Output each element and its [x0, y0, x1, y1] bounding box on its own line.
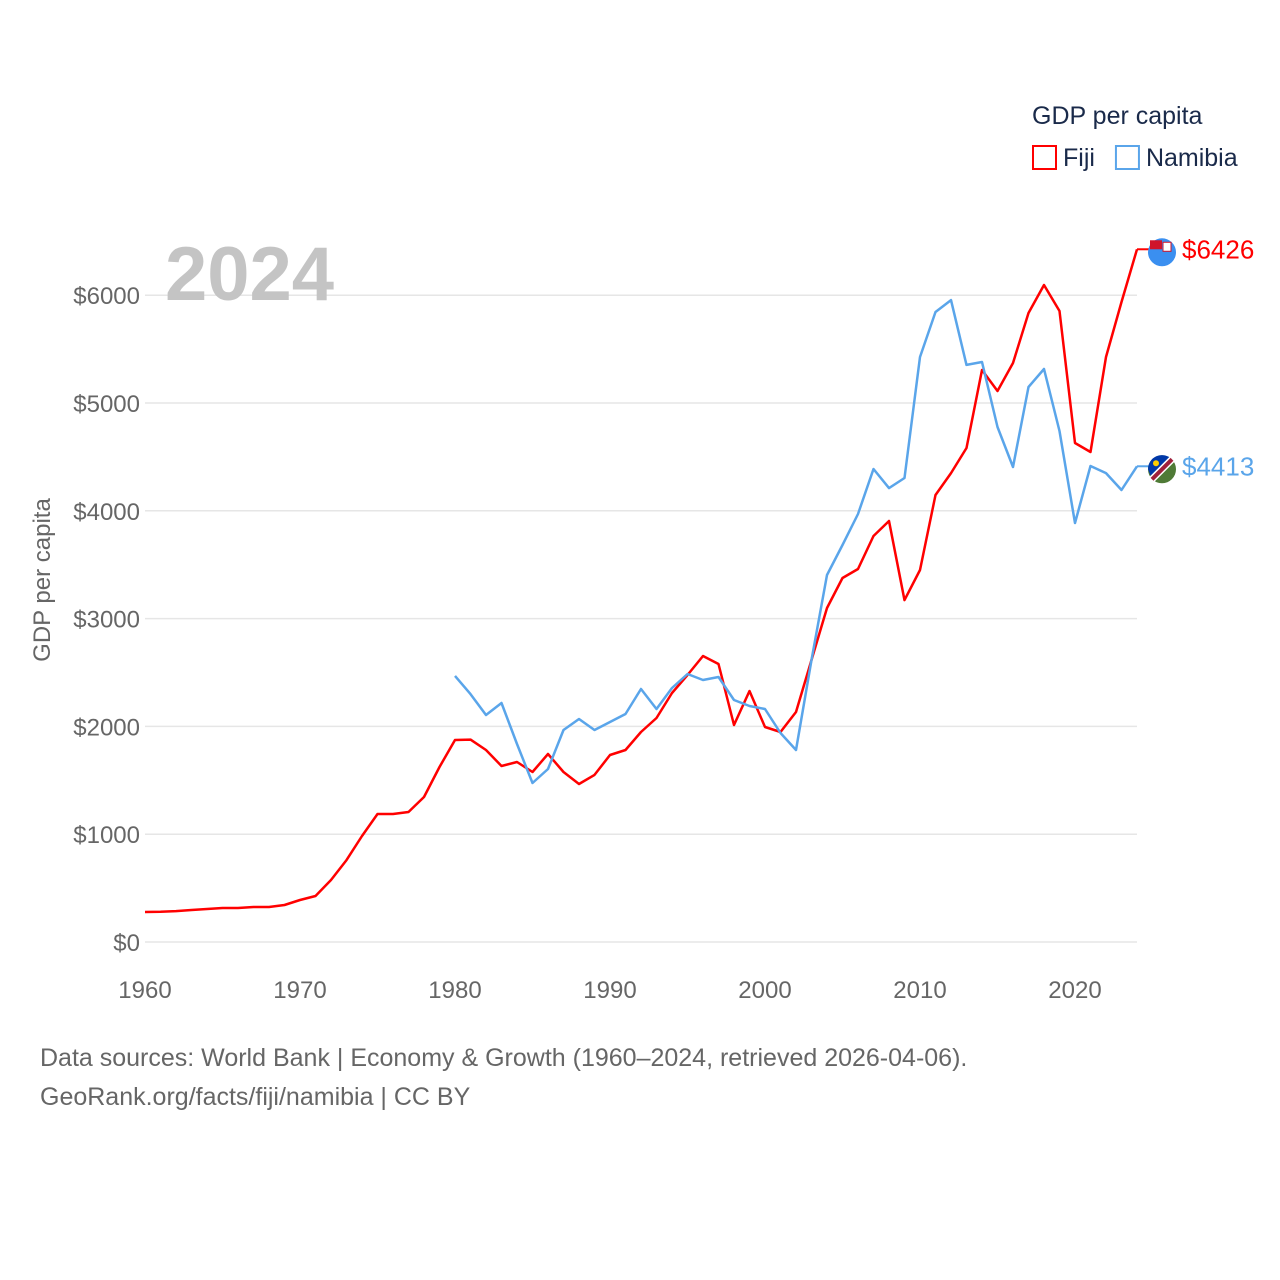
y-tick-label: $4000	[73, 499, 140, 526]
namibia-flag-sun	[1153, 460, 1159, 467]
y-tick-label: $1000	[73, 822, 140, 849]
end-value-label-namibia: $4413	[1182, 451, 1254, 481]
y-tick-label: $2000	[73, 714, 140, 741]
x-tick-label: 2010	[893, 977, 946, 1004]
x-tick-label: 1980	[428, 977, 481, 1004]
y-tick-label: $0	[113, 930, 140, 957]
series-line-namibia	[454, 298, 1139, 785]
year-label: 2024	[165, 232, 334, 317]
fiji-flag-shield	[1162, 241, 1172, 252]
x-tick-label: 1970	[273, 977, 326, 1004]
x-tick-label: 2020	[1048, 977, 1101, 1004]
namibia-flag-stripe-red	[1150, 457, 1174, 481]
x-tick-label: 2000	[738, 977, 791, 1004]
end-value-label-fiji: $6426	[1182, 234, 1254, 264]
footer-sources: Data sources: World Bank | Economy & Gro…	[40, 1044, 968, 1072]
legend-swatch	[1114, 145, 1140, 170]
legend-swatch	[1032, 145, 1057, 170]
x-tick-label: 1990	[583, 977, 636, 1004]
fiji-flag-union-jack	[1150, 240, 1162, 250]
y-tick-label: $3000	[73, 607, 140, 634]
series-line-fiji	[144, 248, 1139, 914]
y-axis-label: GDP per capita	[29, 498, 56, 662]
y-tick-label: $5000	[73, 391, 140, 418]
legend-title: GDP per capita	[1032, 102, 1203, 130]
footer-link[interactable]: GeoRank.org/facts/fiji/namibia | CC BY	[40, 1083, 471, 1111]
y-tick-label: $6000	[73, 283, 140, 310]
legend-label-fiji: Fiji	[1063, 144, 1095, 172]
legend-label-namibia: Namibia	[1146, 144, 1238, 172]
x-tick-label: 1960	[118, 977, 171, 1004]
